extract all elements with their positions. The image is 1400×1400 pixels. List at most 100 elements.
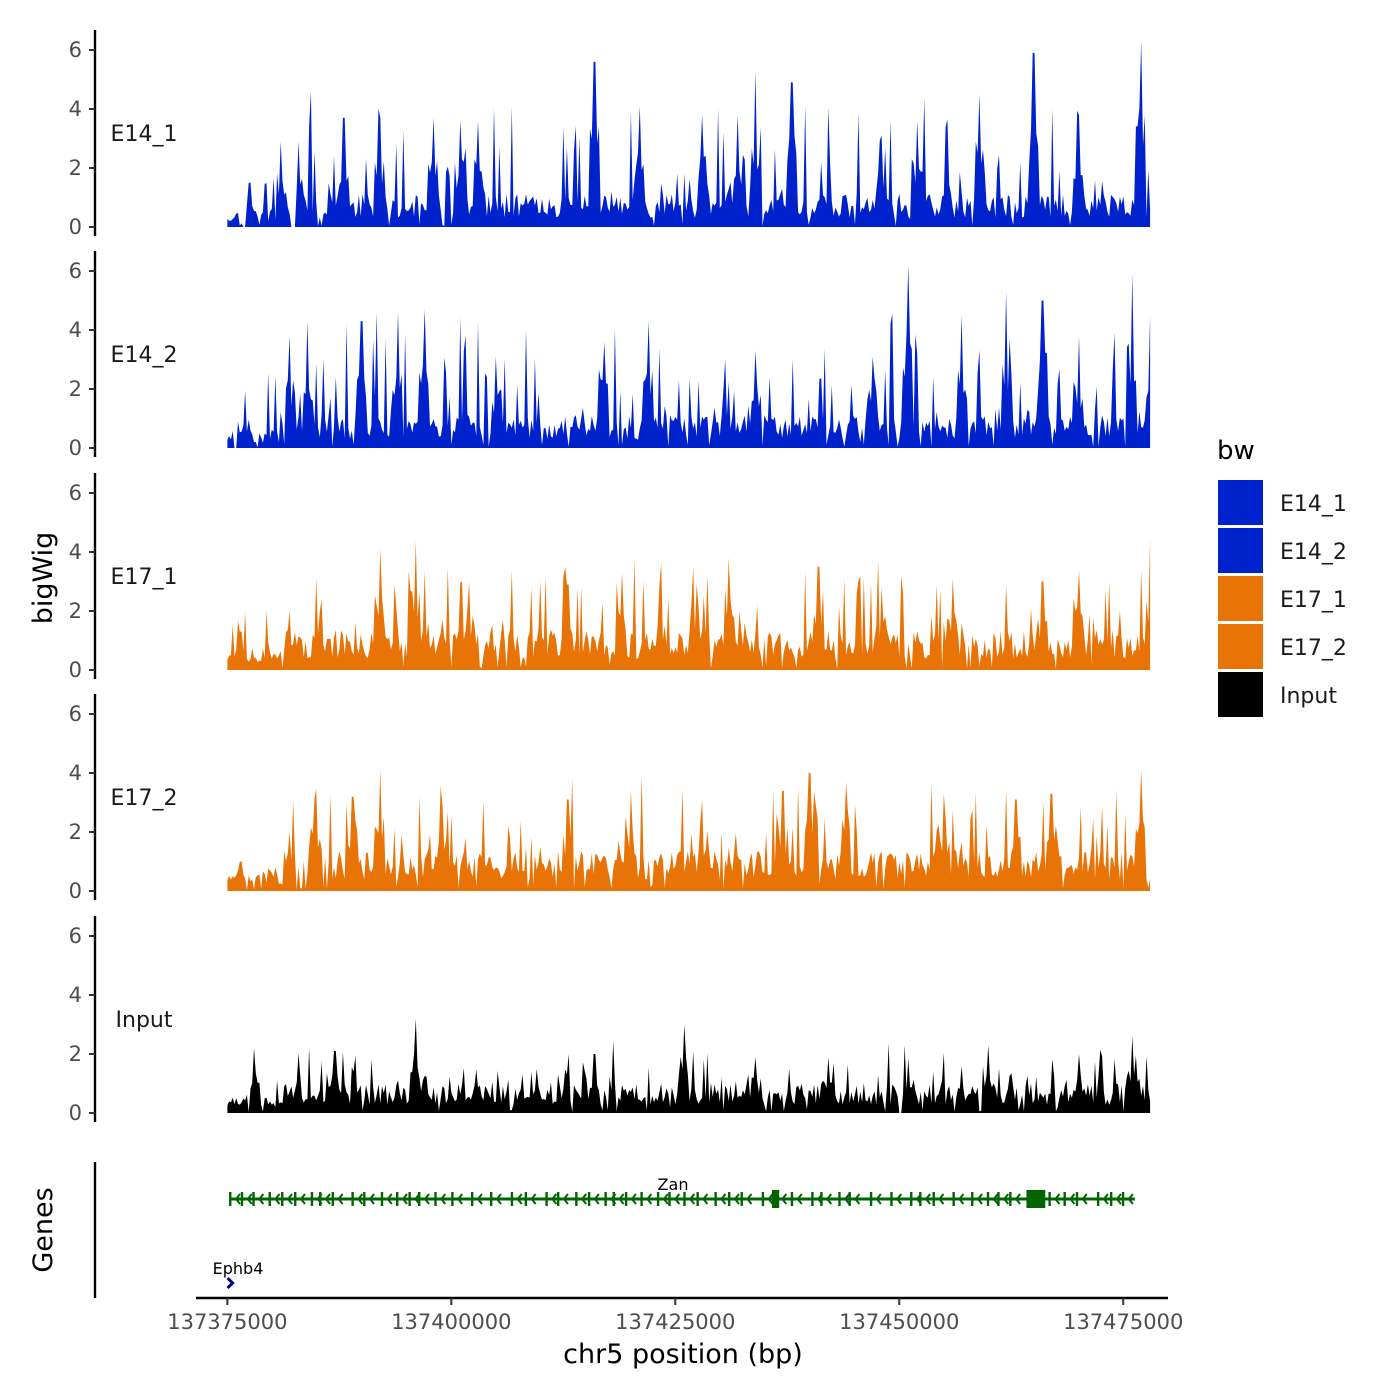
exon [1109,1192,1113,1206]
exon [240,1192,244,1206]
exon [524,1192,528,1206]
legend-entry-input: Input [1218,672,1337,717]
strand-chevron [234,1193,241,1205]
exon [740,1192,743,1206]
y-tick-label: 6 [69,481,82,505]
exon [396,1192,399,1206]
strand-chevron [562,1193,569,1205]
strand-chevron [895,1193,903,1205]
strand-chevron [1014,1193,1021,1205]
strand-chevron [796,1193,803,1205]
track-label: E14_2 [111,343,178,368]
strand-chevron [1081,1193,1088,1205]
legend-entry-e17-2: E17_2 [1218,624,1347,669]
exon [952,1192,955,1206]
exon-block [772,1190,780,1208]
legend-label: Input [1280,684,1337,709]
strand-chevron [976,1193,983,1205]
track-panel-input: 0 2 4 6 Input [69,916,1151,1125]
exon [811,1192,814,1206]
y-tick-label: 2 [69,377,82,401]
exon [668,1192,671,1206]
exon [380,1192,384,1206]
strand-chevron [580,1193,587,1205]
exon [1096,1192,1100,1206]
exon [229,1192,232,1206]
strand-chevron [286,1193,293,1205]
signal-area [227,41,1151,228]
strand-chevron [401,1193,408,1205]
legend-swatch [1218,576,1263,621]
exon [575,1192,578,1206]
strand-chevron [618,1193,625,1205]
strand-chevron [274,1193,281,1205]
track-panel-e17-2: 0 2 4 6 E17_2 [69,694,1151,903]
exon [510,1192,514,1206]
strand-chevron [226,1276,235,1290]
strand-chevron [1102,1193,1109,1205]
strand-chevron [674,1193,681,1205]
legend-entry-e14-2: E14_2 [1218,528,1347,573]
y-tick-label: 0 [69,215,82,239]
exon [761,1192,765,1206]
legend-label: E14_2 [1280,540,1347,565]
legend-swatch [1218,480,1263,525]
y-tick-label: 4 [69,761,82,785]
strand-chevron [781,1193,788,1205]
strand-chevron [875,1193,882,1205]
x-tick-label: 137400000 [391,1310,511,1334]
y-tick-label: 4 [69,540,82,564]
strand-chevron [924,1193,931,1205]
legend-swatch [1218,624,1263,669]
exon [986,1192,990,1206]
y-tick-label: 2 [69,1042,82,1066]
exon [363,1192,366,1206]
legend: bw E14_1 E14_2 E17_1 E17_2 Input [1217,436,1347,717]
strand-chevron [456,1193,463,1205]
exon [268,1192,271,1206]
legend-entry-e14-1: E14_1 [1218,480,1347,525]
strand-chevron [516,1193,523,1205]
y-tick-label: 0 [69,1101,82,1125]
exon [640,1192,643,1206]
y-tick-label: 4 [69,97,82,121]
legend-label: E14_1 [1280,492,1347,517]
strand-chevron [299,1193,306,1205]
exon [820,1192,823,1206]
exon-block [1026,1190,1046,1208]
gene-label: Ephb4 [213,1259,264,1278]
track-label: Input [116,1008,173,1033]
y-tick-label: 2 [69,156,82,180]
exon [545,1192,548,1206]
exon [319,1192,322,1206]
legend-swatch [1218,672,1263,717]
track-panel-e14-1: 0 2 4 6 E14_1 [69,30,1151,239]
legend-entry-e17-1: E17_1 [1218,576,1347,621]
strand-chevron [1002,1193,1010,1205]
track-label: E14_1 [111,122,178,147]
exon [1063,1192,1066,1206]
exon [683,1192,686,1206]
exon [489,1192,493,1206]
strand-chevron [854,1193,861,1205]
gene-zan: Zan [229,1175,1135,1208]
exon [890,1192,893,1206]
strand-chevron [593,1193,600,1205]
signal-area [227,770,1151,891]
x-tick-label: 137425000 [615,1310,735,1334]
track-panel-e17-1: 0 2 4 6 E17_1 [69,473,1151,682]
track-label: E17_1 [111,565,178,590]
strand-chevron [689,1193,696,1205]
exon [556,1192,560,1206]
strand-chevron [368,1193,375,1205]
exon [418,1192,421,1206]
y-tick-label: 0 [69,436,82,460]
exon [408,1192,411,1206]
exon [714,1192,717,1206]
strand-chevron [938,1193,945,1205]
signal-area [227,1018,1151,1113]
strand-chevron [551,1193,558,1205]
y-tick-label: 6 [69,702,82,726]
strand-chevron [1054,1193,1061,1205]
y-tick-label: 2 [69,820,82,844]
